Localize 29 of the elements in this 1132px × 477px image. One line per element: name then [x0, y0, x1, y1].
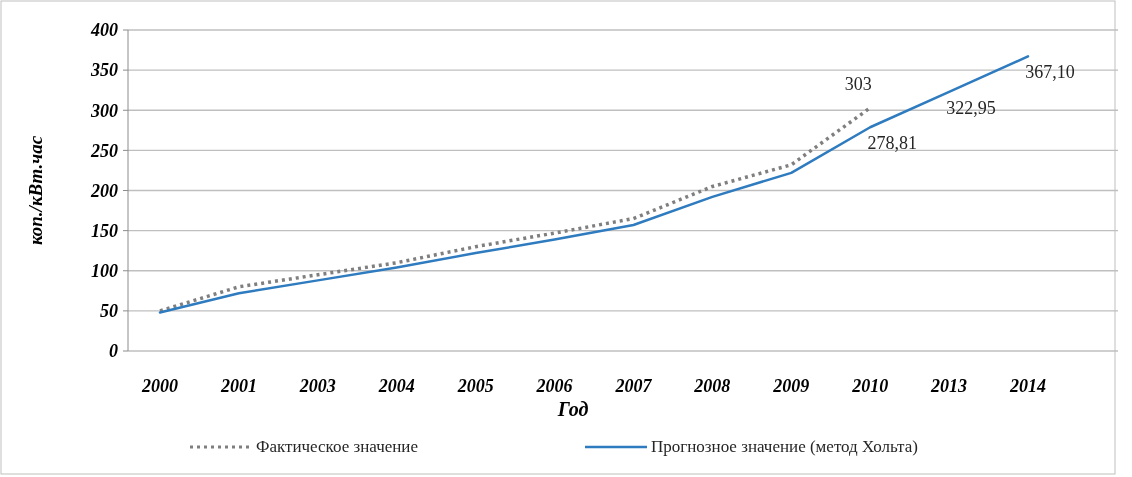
x-tick-label: 2000	[141, 376, 178, 396]
y-tick-label: 250	[90, 140, 118, 161]
data-label: 303	[844, 73, 872, 94]
data-label: 367,10	[1025, 62, 1075, 83]
y-tick-label: 300	[90, 100, 118, 121]
x-tick-label: 2005	[456, 376, 494, 396]
legend-label: Прогнозное значение (метод Хольта)	[651, 437, 918, 456]
data-label: 278,81	[867, 133, 917, 154]
x-tick-label: 2003	[298, 376, 336, 396]
x-tick-label: 2001	[219, 376, 257, 396]
x-tick-label: 2013	[930, 376, 968, 396]
x-tick-label: 2007	[614, 376, 653, 396]
x-tick-label: 2006	[535, 376, 573, 396]
y-tick-label: 50	[100, 301, 118, 322]
y-tick-label: 200	[90, 180, 118, 201]
x-tick-label: 2010	[851, 376, 889, 396]
data-label: 322,95	[946, 97, 996, 118]
x-tick-label: 2004	[377, 376, 415, 396]
y-tick-label: 0	[109, 341, 118, 362]
x-tick-label: 2008	[693, 376, 731, 396]
y-tick-label: 400	[90, 20, 118, 41]
x-tick-label: 2009	[772, 376, 810, 396]
y-axis-title: коп./кВт.час	[25, 135, 46, 246]
x-tick-label: 2014	[1009, 376, 1046, 396]
y-tick-label: 100	[91, 261, 118, 282]
y-tick-label: 350	[90, 60, 118, 81]
legend-label: Фактическое значение	[256, 437, 419, 456]
y-tick-label: 150	[91, 220, 118, 241]
x-axis-title: Год	[556, 398, 589, 420]
